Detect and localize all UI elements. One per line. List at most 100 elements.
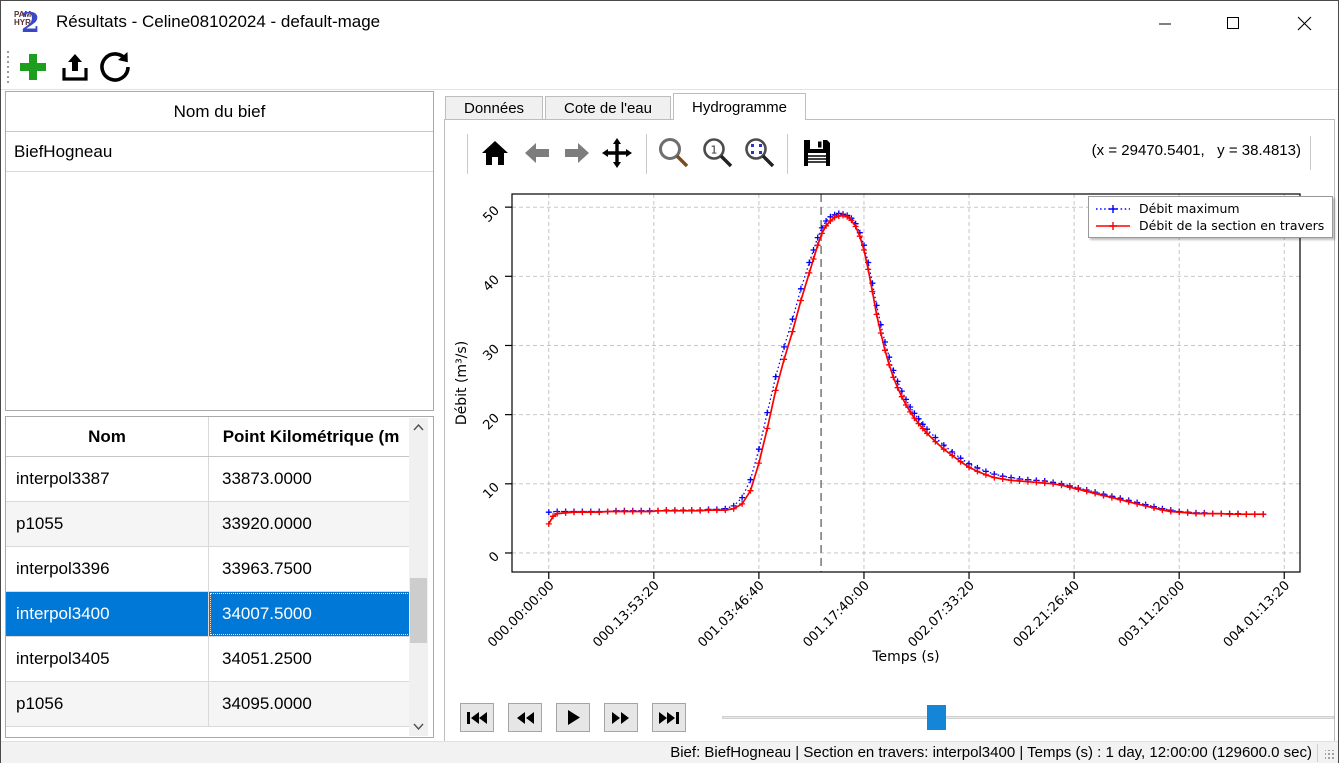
svg-text:000.00:00:00: 000.00:00:00 [485,578,557,650]
fast-forward-icon [612,711,629,724]
tab-hydrogramme[interactable]: Hydrogramme [672,93,807,120]
refresh-icon [100,52,130,82]
bief-list: BiefHogneau [6,132,433,172]
status-text: Bief: BiefHogneau | Section en travers: … [670,744,1312,761]
scrollbar-thumb[interactable] [410,578,427,643]
back-button[interactable] [517,130,557,176]
minimize-button[interactable] [1132,1,1198,45]
svg-text:001.17:40:00: 001.17:40:00 [800,578,872,650]
svg-text:20: 20 [481,411,503,433]
hydrogramme-tab-panel: 1 (x = 2 [444,119,1335,743]
cell-nom[interactable]: p1055 [6,502,209,546]
toolbar-separator [787,134,788,174]
export-icon [62,54,88,81]
time-slider[interactable] [722,705,1334,730]
home-button[interactable] [475,130,515,176]
main-toolbar [1,45,1338,90]
forward-arrow-icon [565,143,589,163]
cell-pk[interactable]: 34051.2500 [222,649,312,668]
svg-text:002.21:26:40: 002.21:26:40 [1011,578,1083,650]
cell-pk[interactable]: 33873.0000 [222,469,312,488]
home-icon [482,141,508,165]
forward-button[interactable] [557,130,597,176]
maximize-icon [1227,17,1239,29]
skip-end-button[interactable] [652,703,686,732]
cell-pk[interactable]: 34095.0000 [222,694,312,713]
fast-forward-button[interactable] [604,703,638,732]
cell-pk[interactable]: 34007.5000 [209,592,413,636]
add-button[interactable] [15,48,51,86]
svg-text:1: 1 [711,144,718,157]
cursor-coordinates: (x = 29470.5401, y = 38.4813) [1091,142,1301,159]
tab-cote-de-leau[interactable]: Cote de l'eau [545,96,671,120]
skip-start-button[interactable] [460,703,494,732]
title-bar[interactable]: PAM HYR 2 Résultats - Celine08102024 - de… [1,1,1338,45]
minimize-icon [1159,23,1171,25]
status-separator [1317,744,1318,762]
svg-text:30: 30 [481,342,503,364]
scroll-down-icon[interactable] [409,717,428,736]
time-slider-handle[interactable] [927,705,946,730]
toolbar-separator [1310,136,1311,170]
svg-text:0: 0 [486,549,502,565]
resize-grip-icon[interactable] [1325,750,1335,760]
table-row[interactable]: interpol3405 34051.2500 [6,637,413,682]
svg-text:000.13:53:20: 000.13:53:20 [590,578,662,650]
zoom-fit-icon [745,138,775,168]
status-bar: Bief: BiefHogneau | Section en travers: … [1,741,1338,763]
table-row[interactable]: interpol3396 33963.7500 [6,547,413,592]
svg-text:001.03:46:40: 001.03:46:40 [695,578,767,650]
bief-list-panel: Nom du bief BiefHogneau [5,91,434,411]
hydrogramme-chart[interactable]: 000.00:00:00 000.13:53:20 001.03:46:40 001.… [450,184,1334,704]
bief-list-header: Nom du bief [6,92,433,132]
svg-text:003.11:20:00: 003.11:20:00 [1116,578,1188,650]
legend-label: Débit de la section en travers [1139,218,1325,233]
cell-nom[interactable]: interpol3387 [6,457,209,501]
plot-canvas[interactable]: 000.00:00:00 000.13:53:20 001.03:46:40 001.… [450,184,1334,704]
save-icon [804,140,830,166]
table-row[interactable]: p1056 34095.0000 [6,682,413,727]
bief-list-item[interactable]: BiefHogneau [6,132,433,172]
skip-start-icon [467,711,487,724]
cell-nom[interactable]: p1056 [6,682,209,726]
maximize-button[interactable] [1200,1,1266,45]
table-row[interactable]: interpol3400 34007.5000 [6,592,413,637]
zoom-icon [659,138,689,168]
sections-table-header: Nom Point Kilométrique (m [6,417,413,457]
rewind-button[interactable] [508,703,542,732]
svg-text:10: 10 [481,480,503,502]
export-button[interactable] [57,48,93,86]
rewind-icon [517,711,534,724]
svg-text:004.01:13:20: 004.01:13:20 [1221,578,1293,650]
zoom-initial-button[interactable]: 1 [697,130,737,176]
legend-entry: Débit de la section en travers [1095,217,1324,234]
play-button[interactable] [556,703,590,732]
toolbar-separator [467,134,468,174]
zoom-button[interactable] [653,130,693,176]
legend-label: Débit maximum [1139,201,1240,216]
legend-swatch [1096,221,1130,230]
pan-button[interactable] [597,130,637,176]
close-button[interactable] [1271,1,1337,45]
sections-table-panel: Nom Point Kilométrique (m interpol3387 3387… [5,416,434,738]
cell-pk[interactable]: 33920.0000 [222,514,312,533]
chart-legend: Débit maximum Débit de la section en tra… [1088,196,1334,238]
toolbar-drag-handle[interactable] [6,51,9,83]
cell-nom[interactable]: interpol3400 [6,592,209,636]
cell-nom[interactable]: interpol3396 [6,547,209,591]
cell-pk[interactable]: 33963.7500 [222,559,312,578]
cell-nom[interactable]: interpol3405 [6,637,209,681]
scroll-up-icon[interactable] [409,418,428,437]
zoom-fit-button[interactable] [739,130,779,176]
sections-scrollbar[interactable] [409,418,428,736]
table-row[interactable]: p1055 33920.0000 [6,502,413,547]
tab-donnees[interactable]: Données [445,96,544,120]
table-row[interactable]: interpol3387 33873.0000 [6,457,413,502]
save-button[interactable] [797,130,837,176]
sections-table: Nom Point Kilométrique (m interpol3387 3387… [6,417,413,727]
refresh-button[interactable] [97,48,133,86]
cell-nom: Nom [6,417,209,456]
time-player [450,703,1334,739]
back-arrow-icon [525,143,549,163]
